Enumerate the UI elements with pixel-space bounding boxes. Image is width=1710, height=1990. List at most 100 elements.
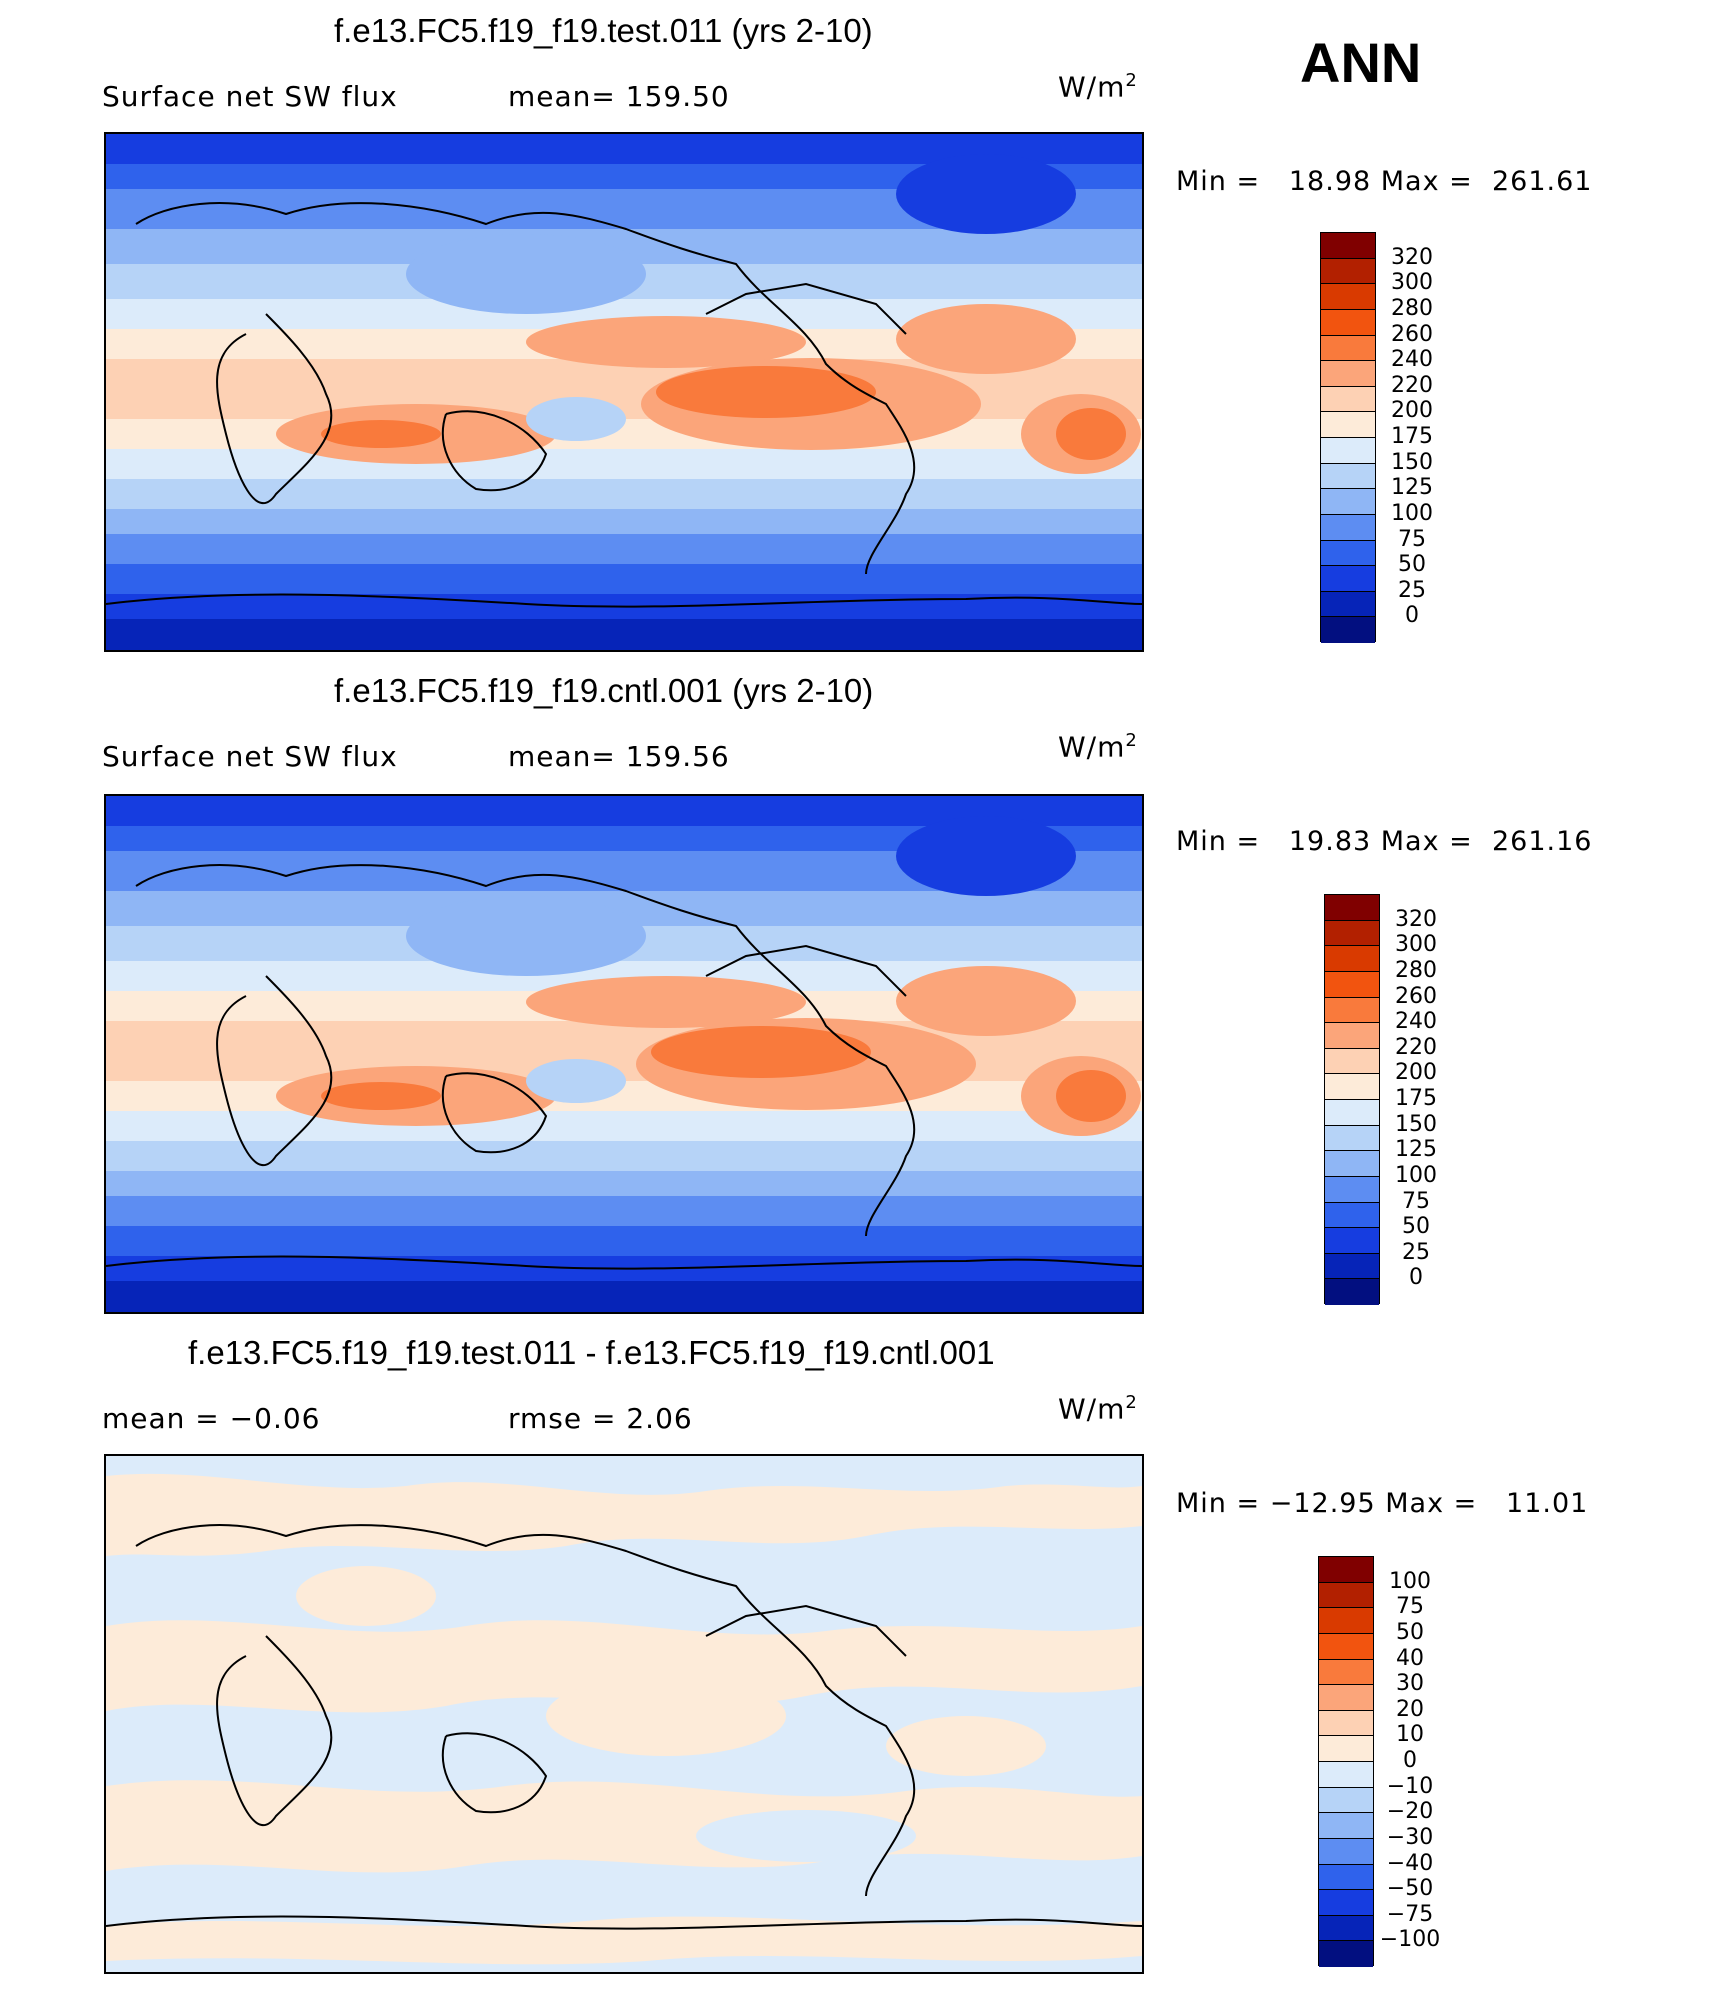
- colorbar-tick-label: 220: [1395, 1034, 1437, 1060]
- panel-2-map-svg: [106, 796, 1142, 1312]
- colorbar-segment: [1321, 438, 1375, 464]
- colorbar-tick-label: −40: [1386, 1850, 1434, 1876]
- panel-2-colorbar: [1324, 894, 1380, 1305]
- colorbar-segment: [1319, 1582, 1373, 1609]
- colorbar-tick-label: 260: [1395, 983, 1437, 1009]
- colorbar-segment: [1325, 895, 1379, 921]
- panel-3-map-svg: [106, 1456, 1142, 1972]
- panel-1-mean: mean= 159.50: [508, 80, 730, 113]
- panel-3-minmax: Min = −12.95 Max = 11.01: [1176, 1488, 1589, 1519]
- colorbar-segment: [1325, 1074, 1379, 1100]
- colorbar-segment: [1319, 1864, 1373, 1891]
- colorbar-tick-label: 200: [1395, 1060, 1437, 1086]
- colorbar-tick-label: 0: [1403, 1748, 1417, 1773]
- colorbar-segment: [1319, 1813, 1373, 1839]
- colorbar-segment: [1319, 1941, 1373, 1967]
- colorbar-tick-label: 75: [1398, 526, 1426, 552]
- panel-1-map: [104, 132, 1144, 652]
- colorbar-tick-label: 300: [1391, 270, 1433, 296]
- colorbar-tick-label: 200: [1391, 398, 1433, 424]
- colorbar-segment: [1319, 1838, 1373, 1865]
- colorbar-segment: [1319, 1633, 1373, 1660]
- colorbar-segment: [1319, 1787, 1373, 1814]
- colorbar-tick-label: 125: [1391, 475, 1433, 501]
- colorbar-tick-label: 220: [1391, 372, 1433, 398]
- colorbar-segment: [1325, 946, 1379, 972]
- colorbar-segment: [1325, 1023, 1379, 1049]
- panel-1-coastlines: [106, 202, 1142, 608]
- colorbar-tick-label: 300: [1395, 932, 1437, 958]
- colorbar-segment: [1325, 1279, 1379, 1305]
- colorbar-tick-label: 0: [1409, 1265, 1423, 1291]
- colorbar-segment: [1319, 1762, 1373, 1788]
- colorbar-segment: [1321, 258, 1375, 285]
- colorbar-tick-label: 100: [1395, 1162, 1437, 1188]
- colorbar-tick-label: 100: [1389, 1568, 1431, 1594]
- colorbar-tick-label: 75: [1396, 1594, 1424, 1620]
- panel-3-map: [104, 1454, 1144, 1974]
- colorbar-segment: [1325, 1151, 1379, 1177]
- colorbar-tick-label: 125: [1395, 1137, 1437, 1163]
- colorbar-segment: [1319, 1659, 1373, 1686]
- colorbar-segment: [1325, 1202, 1379, 1229]
- colorbar-segment: [1325, 1228, 1379, 1254]
- colorbar-segment: [1321, 566, 1375, 592]
- panel-3-colorbar: [1318, 1556, 1374, 1967]
- panel-2-variable: Surface net SW flux: [102, 740, 398, 773]
- colorbar-segment: [1319, 1608, 1373, 1634]
- panel-2-map: [104, 794, 1144, 1314]
- colorbar-tick-label: 280: [1395, 957, 1437, 983]
- colorbar-tick-label: 240: [1395, 1009, 1437, 1035]
- panel-2-minmax: Min = 19.83 Max = 261.16: [1176, 826, 1593, 857]
- colorbar-segment: [1325, 920, 1379, 947]
- panel-1-field: [106, 134, 1142, 650]
- colorbar-tick-label: 0: [1405, 603, 1419, 629]
- panel-2-mean: mean= 159.56: [508, 740, 730, 773]
- colorbar-tick-label: 25: [1402, 1239, 1430, 1265]
- panel-3-title: f.e13.FC5.f19_f19.test.011 - f.e13.FC5.f…: [188, 1334, 995, 1371]
- panel-1-minmax: Min = 18.98 Max = 261.61: [1176, 166, 1593, 197]
- colorbar-segment: [1321, 335, 1375, 362]
- colorbar-tick-label: 260: [1391, 321, 1433, 347]
- panel-1-map-svg: [106, 134, 1142, 650]
- colorbar-tick-label: 100: [1391, 500, 1433, 526]
- panel-3-rmse: rmse = 2.06: [508, 1402, 693, 1435]
- panel-3-mean: mean = −0.06: [102, 1402, 321, 1435]
- colorbar-segment: [1321, 233, 1375, 259]
- colorbar-tick-label: 50: [1396, 1619, 1424, 1645]
- colorbar-tick-label: −10: [1386, 1773, 1434, 1799]
- colorbar-tick-label: 150: [1391, 449, 1433, 475]
- colorbar-segment: [1321, 309, 1375, 336]
- colorbar-tick-label: −50: [1386, 1876, 1434, 1902]
- panel-1-title: f.e13.FC5.f19_f19.test.011 (yrs 2-10): [334, 12, 873, 49]
- panel-3-units: W/m2: [1058, 1392, 1138, 1426]
- colorbar-tick-label: −100: [1379, 1927, 1441, 1953]
- colorbar-tick-label: 320: [1395, 906, 1437, 932]
- colorbar-tick-label: 10: [1396, 1722, 1424, 1748]
- colorbar-tick-label: 50: [1398, 552, 1426, 578]
- colorbar-tick-label: 30: [1396, 1671, 1424, 1697]
- colorbar-tick-label: 50: [1402, 1214, 1430, 1240]
- colorbar-segment: [1321, 463, 1375, 490]
- colorbar-tick-label: 320: [1391, 244, 1433, 270]
- colorbar-segment: [1321, 617, 1375, 643]
- colorbar-segment: [1321, 284, 1375, 310]
- colorbar-tick-label: −75: [1386, 1901, 1434, 1927]
- colorbar-segment: [1321, 386, 1375, 413]
- colorbar-segment: [1321, 514, 1375, 541]
- panel-1-colorbar: [1320, 232, 1376, 643]
- panel-3-coastlines: [106, 1524, 1142, 1930]
- colorbar-segment: [1325, 1048, 1379, 1075]
- colorbar-tick-label: 40: [1396, 1645, 1424, 1671]
- colorbar-segment: [1325, 997, 1379, 1024]
- colorbar-segment: [1319, 1685, 1373, 1711]
- colorbar-tick-label: 25: [1398, 577, 1426, 603]
- panel-1-variable: Surface net SW flux: [102, 80, 398, 113]
- colorbar-segment: [1321, 489, 1375, 515]
- colorbar-tick-label: 20: [1396, 1696, 1424, 1722]
- colorbar-segment: [1319, 1557, 1373, 1583]
- colorbar-segment: [1321, 540, 1375, 567]
- colorbar-segment: [1321, 361, 1375, 387]
- panel-2-coastlines: [106, 864, 1142, 1270]
- panel-3-field: [106, 1456, 1142, 1972]
